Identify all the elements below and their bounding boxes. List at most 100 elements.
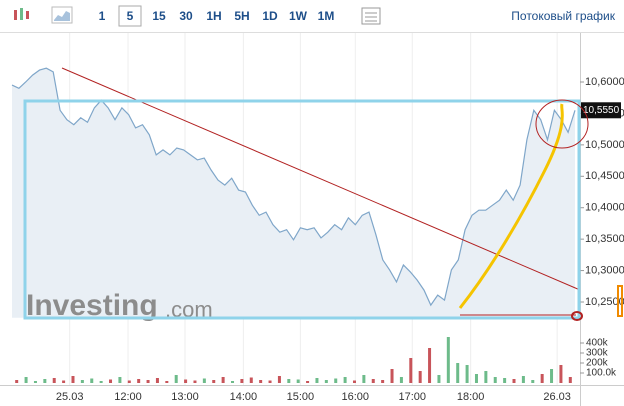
volume-bar xyxy=(90,378,94,383)
watermark: Investing xyxy=(26,289,158,322)
volume-bar xyxy=(437,375,441,383)
x-tick-label: 25.03 xyxy=(56,391,84,403)
volume-bar xyxy=(24,377,28,383)
timeframe-button[interactable]: 15 xyxy=(152,9,166,23)
y-tick-label: 10,3000 xyxy=(585,264,624,276)
volume-bar xyxy=(221,377,225,383)
price-badge xyxy=(581,102,621,119)
volume-bar xyxy=(409,358,413,383)
y-tick-label: 10,3500 xyxy=(585,233,624,245)
timeframe-button[interactable]: 30 xyxy=(179,9,193,23)
volume-bar xyxy=(399,377,403,383)
settings-icon[interactable] xyxy=(361,7,381,25)
volume-bar xyxy=(259,380,263,383)
volume-bar xyxy=(62,380,66,383)
volume-bar xyxy=(390,369,394,383)
volume-bar xyxy=(137,379,141,383)
x-tick-label: 18:00 xyxy=(457,391,485,403)
volume-bar xyxy=(465,365,469,383)
active-frame xyxy=(118,5,142,27)
volume-bar xyxy=(52,378,56,383)
timeframe-button[interactable]: 1 xyxy=(99,9,106,23)
volume-bar xyxy=(381,380,385,383)
volume-bar xyxy=(315,378,319,383)
volume-bar xyxy=(456,363,460,383)
volume-bar xyxy=(193,380,197,383)
volume-bar xyxy=(568,377,572,383)
x-tick-label: 14:00 xyxy=(230,391,258,403)
y-tick-label: 10,2500 xyxy=(585,296,624,308)
volume-bar xyxy=(521,376,525,383)
volume-bar xyxy=(334,378,338,383)
price-line xyxy=(11,67,576,307)
volume-bar xyxy=(146,380,150,383)
x-tick-label: 17:00 xyxy=(399,391,427,403)
timeframe-button[interactable]: 1W xyxy=(289,9,308,23)
area-fill xyxy=(12,68,575,318)
volume-bar xyxy=(352,380,356,383)
volume-bar xyxy=(109,379,113,383)
volume-bar xyxy=(71,376,75,383)
x-tick-label: 15:00 xyxy=(287,391,315,403)
volume-bar xyxy=(118,377,122,383)
x-tick-label: 16:00 xyxy=(342,391,370,403)
volume-bar xyxy=(15,380,19,383)
volume-tick-label: 300k xyxy=(586,348,609,359)
timeframe-button[interactable]: 1M xyxy=(318,9,335,23)
volume-bar xyxy=(540,374,544,383)
volume-bar xyxy=(99,381,103,383)
volume-bar xyxy=(343,377,347,383)
streaming-link[interactable]: Потоковый график xyxy=(511,9,615,23)
annotations xyxy=(23,67,623,321)
volume-bar xyxy=(249,377,253,383)
timeframe-button[interactable]: 5 xyxy=(127,9,134,23)
volume-bar xyxy=(484,371,488,383)
candle-icon[interactable] xyxy=(14,8,29,20)
timeframe-button[interactable]: 1H xyxy=(206,9,221,23)
volume-bar xyxy=(503,378,507,383)
volume-bar xyxy=(418,371,422,383)
volume-bar xyxy=(202,378,206,383)
y-tick-label: 10,6000 xyxy=(585,76,624,88)
volume-bar xyxy=(268,380,272,383)
volume-bar xyxy=(174,375,178,383)
volume-bar xyxy=(33,381,37,383)
volume-bar xyxy=(371,379,375,383)
volume-bar xyxy=(43,379,47,383)
timeframe-button[interactable]: 5H xyxy=(234,9,249,23)
x-tick-label: 26.03 xyxy=(543,391,571,403)
volume-bar xyxy=(474,374,478,383)
area-icon[interactable] xyxy=(51,6,73,24)
volume-bar xyxy=(155,378,159,383)
volume-bar xyxy=(277,376,281,383)
volume-bar xyxy=(287,379,291,383)
toolbar xyxy=(0,0,624,32)
y-tick-label: 10,4500 xyxy=(585,170,624,182)
volume-bar xyxy=(306,381,310,383)
volume-bar xyxy=(446,337,450,383)
volume-bar xyxy=(362,375,366,383)
volume-bar xyxy=(240,379,244,383)
volume-tick-label: 100.0k xyxy=(586,368,617,379)
volume-bar xyxy=(550,369,554,383)
volume-bar xyxy=(531,380,535,383)
volume-tick-label: 400k xyxy=(586,338,609,349)
volume-bar xyxy=(512,379,516,383)
x-tick-label: 13:00 xyxy=(171,391,199,403)
y-tick-label: 10,4000 xyxy=(585,202,624,214)
price-label: 10,5550 xyxy=(583,105,620,116)
volume-bar xyxy=(165,381,169,383)
volume-bar xyxy=(184,379,188,383)
volume-bar xyxy=(127,380,131,383)
volume-bar xyxy=(231,381,235,383)
volume-bar xyxy=(559,365,563,383)
volume-bar xyxy=(212,380,216,383)
volume-bar xyxy=(493,377,497,383)
timeframe-button[interactable]: 1D xyxy=(262,9,278,23)
y-tick-label: 10,5000 xyxy=(585,139,624,151)
x-tick-label: 12:00 xyxy=(114,391,142,403)
volume-bar xyxy=(324,380,328,383)
volume-bar xyxy=(428,348,432,383)
